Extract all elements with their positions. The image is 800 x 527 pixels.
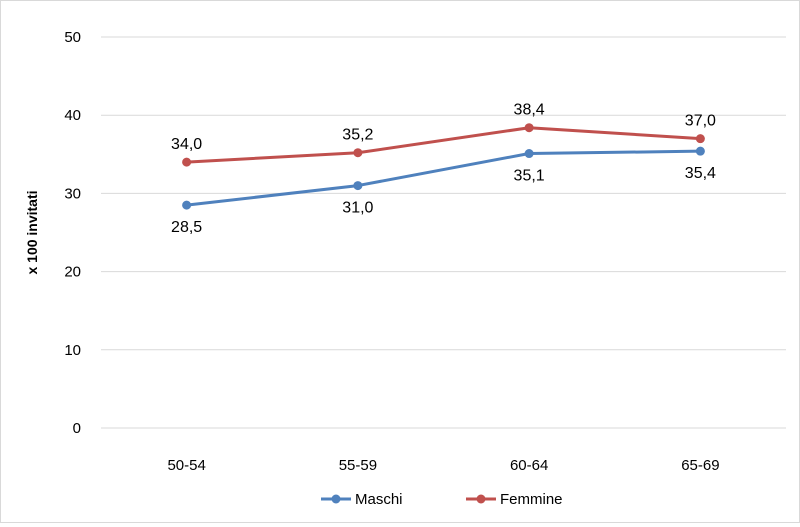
data-label-femmine: 37,0: [685, 113, 716, 130]
data-point-femmine: [182, 157, 192, 167]
gridlines: [101, 36, 786, 429]
x-tick-label: 55-59: [339, 457, 377, 474]
legend-label-femmine: Femmine: [500, 491, 563, 508]
y-axis-label: x 100 invitati: [24, 190, 40, 274]
data-point-femmine: [353, 148, 363, 158]
x-tick-label: 65-69: [681, 457, 719, 474]
y-tick-label: 40: [64, 107, 81, 124]
data-point-femmine: [524, 123, 534, 133]
data-label-maschi: 35,4: [685, 165, 716, 182]
data-label-femmine: 34,0: [171, 136, 202, 153]
y-tick-label: 0: [73, 420, 81, 437]
data-label-maschi: 31,0: [342, 200, 373, 217]
data-point-maschi: [695, 146, 705, 156]
x-tick-label: 50-54: [167, 457, 205, 474]
y-tick-label: 30: [64, 185, 81, 202]
data-point-maschi: [182, 200, 192, 210]
series-line-femmine: [185, 126, 702, 164]
legend-marker-maschi: [331, 494, 341, 504]
data-point-maschi: [353, 181, 363, 191]
x-axis-tick-labels: 50-54 55-59 60-64 65-69: [167, 457, 719, 474]
y-tick-label: 50: [64, 29, 81, 46]
legend-label-maschi: Maschi: [355, 491, 403, 508]
x-tick-label: 60-64: [510, 457, 548, 474]
data-point-maschi: [524, 149, 534, 159]
data-label-maschi: 28,5: [171, 219, 202, 236]
y-tick-label: 20: [64, 264, 81, 281]
data-point-femmine: [695, 134, 705, 144]
y-tick-label: 10: [64, 342, 81, 359]
y-axis-tick-labels: 0 10 20 30 40 50: [64, 29, 81, 437]
data-label-femmine: 38,4: [514, 102, 545, 119]
data-label-maschi: 35,1: [514, 168, 545, 185]
data-labels: 28,5 31,0 35,1 35,4 34,0 35,2 38,4 37,0: [171, 102, 716, 236]
data-label-femmine: 35,2: [342, 127, 373, 144]
legend-marker-femmine: [476, 494, 486, 504]
series-line-maschi: [185, 149, 702, 207]
legend: Maschi Femmine: [321, 491, 563, 508]
series-lines: [182, 123, 705, 210]
